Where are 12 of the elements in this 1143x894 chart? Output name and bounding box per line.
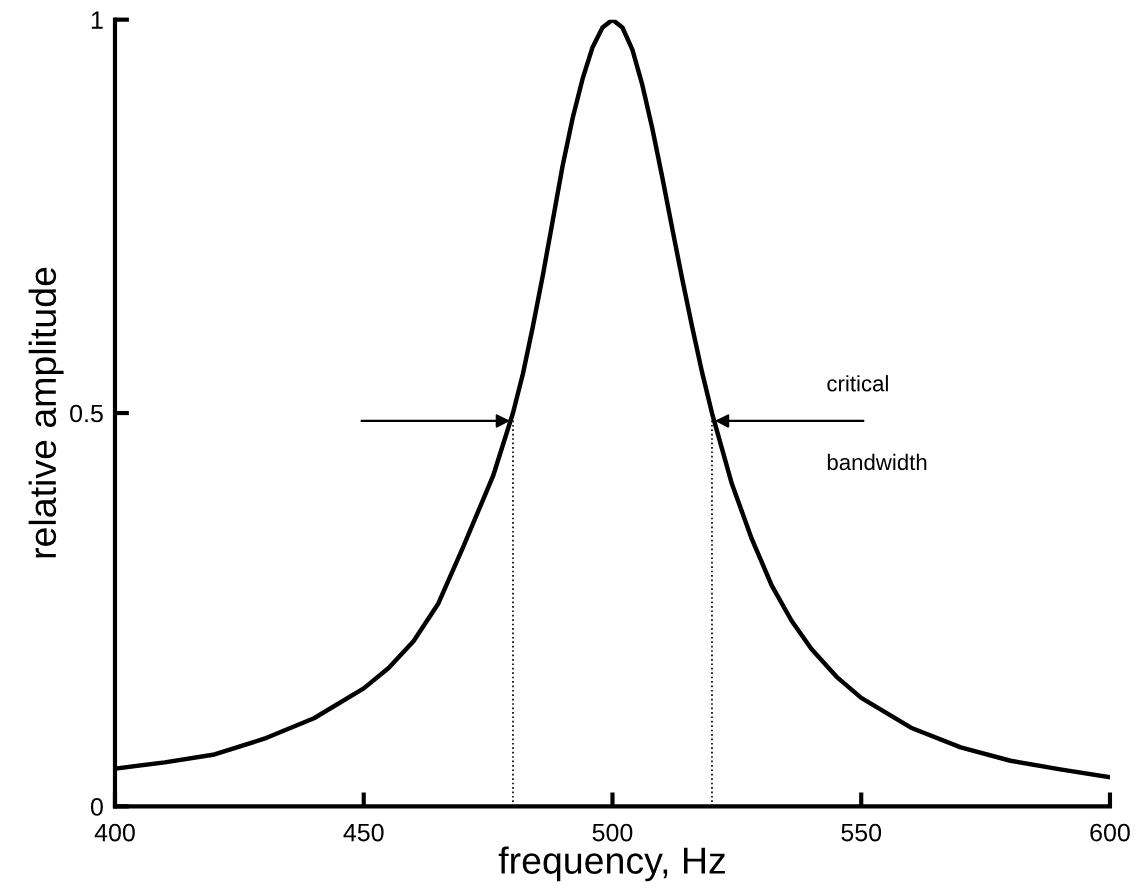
x-tick-label: 500 [592,823,633,842]
annotation: bandwidth [827,453,927,471]
y-tick-label: 0 [90,797,103,816]
x-tick-label: 400 [94,823,135,842]
annotation: critical [827,375,888,392]
y-tick-label: 1 [91,11,103,29]
x-axis-title: frequency, Hz [498,846,725,882]
y-axis-title: relative amplitude [28,267,64,558]
x-tick-label: 550 [841,823,882,842]
y-tick-label: 0.5 [70,404,103,423]
x-tick-label: 450 [343,823,384,842]
x-tick-label: 600 [1090,823,1130,842]
